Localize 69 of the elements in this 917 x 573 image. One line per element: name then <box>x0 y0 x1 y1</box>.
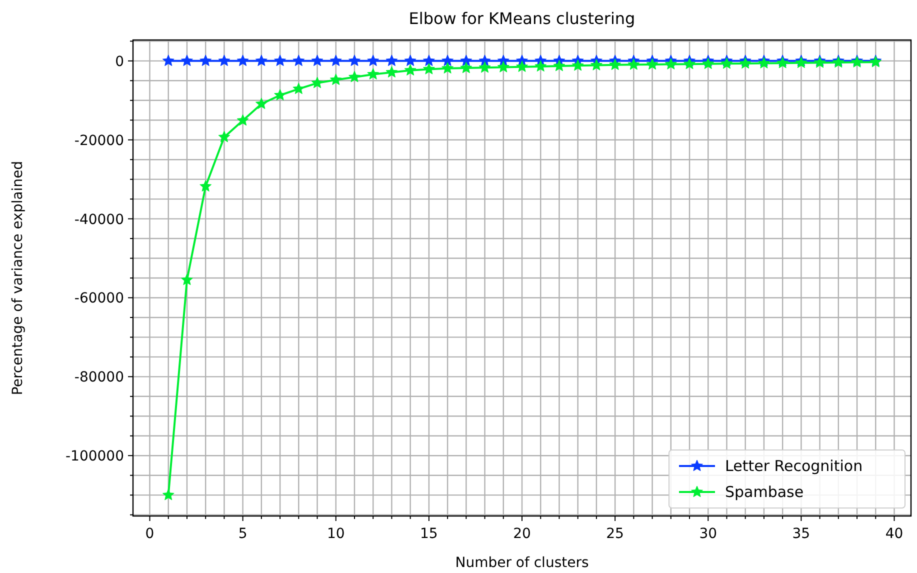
point <box>404 54 416 66</box>
point <box>609 58 622 70</box>
legend-label: Spambase <box>725 483 804 501</box>
point <box>460 62 472 74</box>
point <box>218 54 230 66</box>
point <box>422 62 435 74</box>
point <box>478 61 491 73</box>
point <box>646 58 658 70</box>
point <box>442 62 454 74</box>
point <box>628 58 640 70</box>
point <box>720 57 733 69</box>
point <box>162 54 174 66</box>
point <box>553 60 566 72</box>
x-tick-label: 5 <box>238 526 248 542</box>
x-tick-label: 15 <box>420 526 438 542</box>
chart-title: Elbow for KMeans clustering <box>408 9 636 28</box>
point <box>311 76 324 88</box>
point <box>311 54 324 66</box>
point <box>572 59 584 71</box>
x-tick-label: 40 <box>885 526 904 542</box>
x-tick-label: 0 <box>145 526 154 542</box>
point <box>292 54 305 66</box>
point <box>386 66 398 78</box>
point <box>200 54 212 66</box>
y-tick-label: -20000 <box>74 132 124 149</box>
point <box>274 54 286 66</box>
point <box>367 68 380 80</box>
point <box>534 60 547 72</box>
point <box>404 64 416 76</box>
point <box>255 54 268 66</box>
point <box>255 98 268 110</box>
point <box>274 89 286 100</box>
x-tick-label: 30 <box>699 526 718 542</box>
x-tick-label: 35 <box>792 526 810 542</box>
point <box>422 54 435 66</box>
y-axis-title: Percentage of variance explained <box>10 160 26 396</box>
point <box>330 54 342 66</box>
point <box>442 54 454 66</box>
x-tick-label: 10 <box>326 526 345 542</box>
point <box>236 114 249 126</box>
point <box>181 54 193 66</box>
point <box>516 60 528 72</box>
point <box>739 57 752 69</box>
y-tick-label: -100000 <box>66 448 124 465</box>
point <box>386 54 398 66</box>
x-axis-title: Number of clusters <box>455 555 589 571</box>
y-tick-label: 0 <box>115 54 124 70</box>
legend-label: Letter Recognition <box>725 457 863 475</box>
point <box>367 54 380 66</box>
point <box>497 60 510 72</box>
point <box>181 274 193 286</box>
point <box>162 488 174 500</box>
y-tick-label: -60000 <box>74 290 124 307</box>
point <box>348 54 360 66</box>
point <box>236 54 249 66</box>
point <box>330 74 342 85</box>
x-tick-label: 20 <box>513 526 531 542</box>
point <box>590 59 602 70</box>
point <box>460 54 472 66</box>
point <box>348 70 360 82</box>
x-tick-label: 25 <box>606 526 624 542</box>
point <box>684 58 696 70</box>
point <box>664 58 677 70</box>
point <box>200 180 212 192</box>
point <box>758 57 770 68</box>
point <box>702 58 714 69</box>
y-tick-label: -80000 <box>74 370 124 386</box>
point <box>218 130 230 142</box>
y-tick-label: -40000 <box>74 212 124 228</box>
